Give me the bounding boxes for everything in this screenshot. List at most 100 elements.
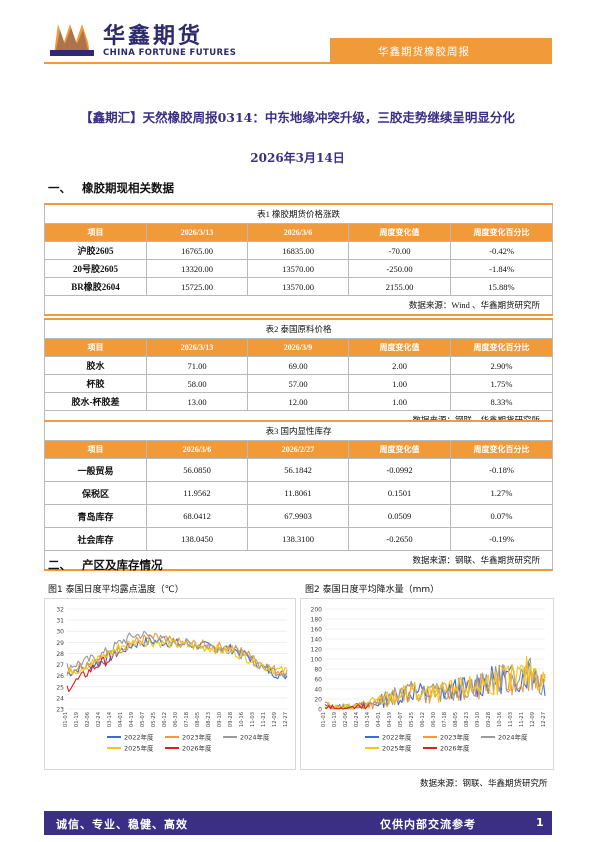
table-cell: 11.9562 — [146, 481, 248, 505]
legend-label: 2025年度 — [124, 744, 154, 753]
table-cell: 15725.00 — [146, 277, 248, 296]
y-tick-label: 23 — [56, 707, 64, 714]
chart-2-frame: 0 20 40 60 80 100 120 140 160 180 200 01-01 01-19 02-… — [300, 598, 554, 770]
table-cell: -0.0992 — [348, 458, 451, 482]
table-row: 杯胶 58.00 57.00 1.00 1.75% — [44, 374, 554, 393]
company-logo — [50, 20, 94, 56]
legend-label: 2024年度 — [240, 733, 270, 742]
table-cell: -0.2650 — [348, 527, 451, 551]
table-cell: 138.0450 — [146, 527, 248, 551]
table-row: BR橡胶2604 15725.00 13570.00 2155.00 15.88… — [44, 277, 554, 296]
legend-label: 2026年度 — [182, 744, 212, 753]
table-cell: 13.00 — [146, 392, 248, 411]
section-2-number: 二、 — [48, 558, 71, 572]
column-header: 2026/3/13 — [146, 338, 248, 357]
x-tick-label: 01-01 — [63, 712, 69, 727]
x-tick-label: 02-06 — [343, 712, 349, 727]
x-tick-label: 09-28 — [228, 712, 234, 727]
x-tick-label: 05-07 — [140, 712, 146, 727]
report-title: 【鑫期汇】天然橡胶周报0314：中东地缘冲突升级，三胶走势继续呈明显分化 — [80, 110, 515, 125]
table-cell: 58.00 — [146, 374, 248, 393]
column-header: 项目 — [44, 338, 147, 357]
column-header: 项目 — [44, 440, 147, 459]
x-tick-label: 01-01 — [321, 712, 327, 727]
table-cell: 57.00 — [247, 374, 349, 393]
column-header: 周度变化百分比 — [449, 223, 554, 242]
legend-label: 2026年度 — [440, 744, 470, 753]
legend-label: 2023年度 — [440, 733, 470, 742]
x-tick-label: 08-05 — [195, 712, 201, 727]
table-cell: 13320.00 — [146, 259, 248, 278]
x-tick-label: 06-30 — [173, 712, 179, 727]
x-tick-label: 06-30 — [431, 712, 437, 727]
column-header: 周度变化值 — [348, 338, 451, 357]
y-tick-label: 160 — [311, 627, 323, 634]
table-caption: 表2 泰国原料价格 — [43, 318, 554, 339]
x-tick-label: 10-16 — [497, 712, 503, 727]
table-cell: 11.8061 — [247, 481, 349, 505]
x-tick-label: 11-21 — [261, 712, 267, 727]
chart-2-title: 图2 泰国日度平均降水量（mm） — [305, 585, 440, 595]
row-label: 20号胶2605 — [44, 259, 147, 278]
table-row: 20号胶2605 13320.00 13570.00 -250.00 -1.84… — [44, 259, 554, 278]
table-cell: 0.07% — [449, 504, 554, 528]
logo-icon — [50, 24, 94, 56]
table-caption: 表1 橡胶期货价格涨跌 — [43, 203, 554, 224]
table-cell: -0.18% — [449, 458, 554, 482]
column-header: 项目 — [44, 223, 147, 242]
legend-label: 2022年度 — [124, 733, 154, 742]
x-tick-label: 06-12 — [420, 712, 426, 727]
row-label: 一般贸易 — [44, 458, 147, 482]
table-row: 青岛库存 68.0412 67.9903 0.0509 0.07% — [44, 504, 554, 528]
table-cell: 8.33% — [449, 392, 554, 411]
chart-source: 数据来源：钢联、华鑫期货研究所 — [420, 779, 548, 789]
x-tick-label: 11-03 — [508, 712, 514, 727]
y-tick-label: 26 — [56, 673, 64, 680]
series-line — [324, 664, 546, 710]
x-tick-label: 02-24 — [96, 711, 102, 727]
x-tick-label: 07-18 — [442, 712, 448, 727]
x-tick-label: 09-10 — [475, 712, 481, 727]
domestic-inventory-table: 表3 国内显性库存 项目 2026/3/6 2026/2/27 周度变化值 周度… — [43, 420, 554, 571]
x-tick-label: 04-19 — [129, 712, 135, 727]
x-tick-label: 10-16 — [239, 712, 245, 727]
x-tick-label: 08-23 — [464, 712, 470, 727]
header-tab — [330, 38, 552, 62]
legend-label: 2024年度 — [498, 733, 528, 742]
table-cell: 0.0509 — [348, 504, 451, 528]
x-tick-label: 12-27 — [283, 712, 289, 727]
table-cell: 13570.00 — [247, 259, 349, 278]
table-cell: -250.00 — [348, 259, 451, 278]
y-tick-label: 28 — [56, 651, 64, 658]
chart-1-frame: 23 24 25 26 27 28 29 30 31 32 01-01 01-19 02-06 02-24… — [44, 598, 296, 770]
row-label: 青岛库存 — [44, 504, 147, 528]
x-tick-label: 05-07 — [398, 712, 404, 727]
column-header: 2026/3/13 — [146, 223, 248, 242]
x-tick-label: 06-12 — [162, 712, 168, 727]
table-cell: 1.27% — [449, 481, 554, 505]
x-tick-label: 11-03 — [250, 712, 256, 727]
x-tick-label: 09-10 — [217, 712, 223, 727]
table-row: 一般贸易 56.0850 56.1842 -0.0992 -0.18% — [44, 458, 554, 482]
series-line — [324, 655, 546, 710]
table-cell: 2.00 — [348, 356, 451, 375]
y-tick-label: 140 — [311, 637, 323, 644]
x-tick-label: 04-01 — [376, 712, 382, 727]
row-label: 胶水-杯胶差 — [44, 392, 147, 411]
column-header: 2026/3/9 — [247, 338, 349, 357]
table-cell: -70.00 — [348, 241, 451, 260]
table-row: 保税区 11.9562 11.8061 0.1501 1.27% — [44, 481, 554, 505]
table-cell: -0.42% — [449, 241, 554, 260]
table-cell: 56.1842 — [247, 458, 349, 482]
x-tick-label: 09-28 — [486, 712, 492, 727]
column-header: 周度变化百分比 — [449, 440, 554, 459]
chart-1-title: 图1 泰国日度平均露点温度（℃） — [48, 585, 184, 595]
row-label: 社会库存 — [44, 527, 147, 551]
y-tick-label: 29 — [56, 640, 64, 647]
futures-price-table: 表1 橡胶期货价格涨跌 项目 2026/3/13 2026/3/6 周度变化值 … — [43, 203, 554, 316]
footer-bar — [44, 811, 552, 835]
table-cell: 2.90% — [449, 356, 554, 375]
y-tick-label: 100 — [311, 657, 323, 664]
table-cell: 2155.00 — [348, 277, 451, 296]
table-cell: 69.00 — [247, 356, 349, 375]
